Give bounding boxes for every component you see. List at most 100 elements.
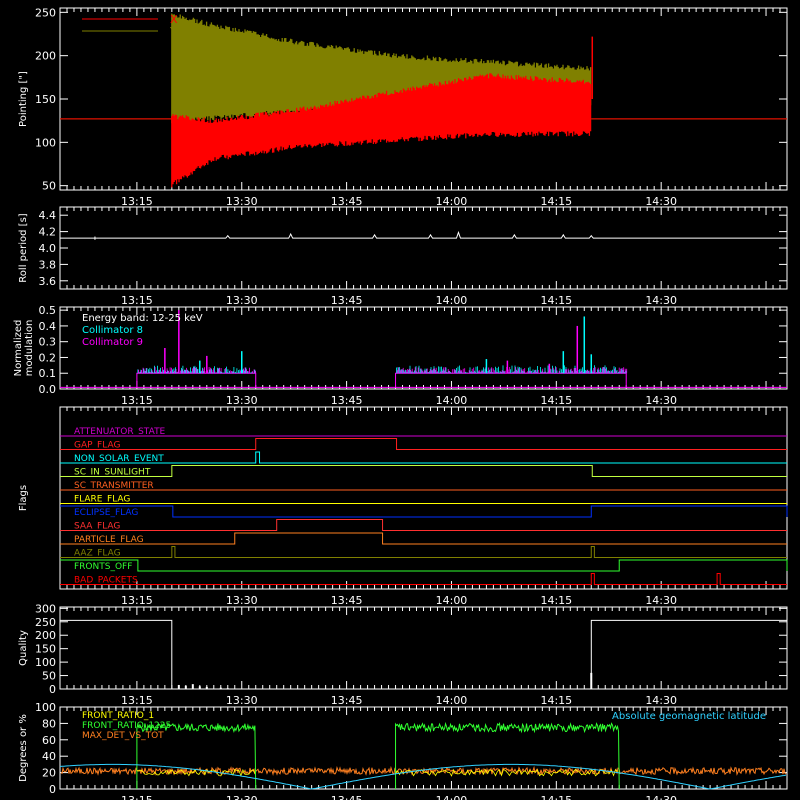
legend-label: FRONT_RATIO_1225 xyxy=(82,721,171,731)
x-tick-label: 14:00 xyxy=(436,394,468,407)
series-front-ratio-1225 xyxy=(136,722,257,790)
x-tick-label: 13:45 xyxy=(331,694,363,707)
flag-label: AAZ_FLAG xyxy=(74,549,121,559)
flag-trace xyxy=(60,505,788,518)
x-tick-label: 14:15 xyxy=(540,294,572,307)
x-tick-label: 13:30 xyxy=(226,794,258,800)
x-tick-label: 13:30 xyxy=(226,195,258,208)
y-tick-label: 0 xyxy=(49,783,56,796)
flag-trace xyxy=(60,519,787,531)
y-tick-label: 3.6 xyxy=(39,275,57,288)
y-tick-label: 50 xyxy=(42,180,56,193)
x-tick-label: 14:00 xyxy=(436,794,468,800)
y-tick-label: 250 xyxy=(35,616,56,629)
panel-flags: 13:15 13:30 13:45 14:00 14:15 14:30 Flags ATTEN… xyxy=(18,406,788,607)
x-tick-label: 14:15 xyxy=(540,794,572,800)
y-tick-label: 0.4 xyxy=(39,320,57,333)
legend-label: Absolute geomagnetic latitude xyxy=(612,711,766,722)
legend-label: MAX_DET_VS_TOT xyxy=(82,731,164,741)
x-tick-label: 14:00 xyxy=(436,594,468,607)
y-tick-label: 0.3 xyxy=(39,336,57,349)
x-tick-label: 13:45 xyxy=(331,794,363,800)
y-tick-label: 3.8 xyxy=(39,258,57,271)
series-collimator-8 xyxy=(137,365,256,374)
y-tick-label: 150 xyxy=(35,93,56,106)
y-tick-label: 0.1 xyxy=(39,367,57,380)
y-tick-label: 300 xyxy=(35,602,56,615)
legend-label: FRONT_RATIO_1 xyxy=(82,711,154,721)
series-geomagnetic-latitude xyxy=(59,763,787,790)
x-tick-label: 14:15 xyxy=(540,394,572,407)
series-X-trace xyxy=(171,73,592,188)
panel-modulation: 13:15 13:30 13:45 14:00 14:15 14:30 0.0 0.1 0.2 0… xyxy=(13,304,788,407)
x-tick-label: 13:30 xyxy=(226,594,258,607)
flag-trace xyxy=(60,559,788,572)
panel-ratios: 13:15 13:30 13:45 14:00 14:15 14:30 0 20 40 60 80 1… xyxy=(18,701,788,800)
x-tick-label: 14:00 xyxy=(436,294,468,307)
flag-label: SC_IN_SUNLIGHT xyxy=(74,468,151,478)
y-tick-label: 200 xyxy=(35,629,56,642)
x-tick-label: 14:30 xyxy=(645,294,677,307)
y-tick-label: 0.2 xyxy=(39,351,57,364)
legend-label: Collimator 9 xyxy=(82,337,143,348)
series-roll-period xyxy=(60,230,787,239)
y-axis-label: modulation xyxy=(24,320,35,377)
y-tick-label: 150 xyxy=(35,643,56,656)
x-tick-label: 13:30 xyxy=(226,694,258,707)
y-tick-label: 0.0 xyxy=(39,383,57,396)
energy-band-label: Energy band: 12-25 keV xyxy=(82,313,203,324)
series-front-ratio-1 xyxy=(136,768,256,777)
flag-trace xyxy=(60,532,787,545)
flag-label: BAD_PACKETS xyxy=(74,576,138,586)
x-tick-label: 13:30 xyxy=(226,394,258,407)
y-tick-label: 4.0 xyxy=(39,242,57,255)
y-axis-label: Quality xyxy=(18,630,29,666)
x-tick-label: 14:00 xyxy=(436,195,468,208)
y-tick-label: 250 xyxy=(35,6,56,19)
x-tick-label: 13:15 xyxy=(121,294,153,307)
flag-label: ECLIPSE_FLAG xyxy=(74,508,138,518)
y-tick-label: 200 xyxy=(35,50,56,63)
x-tick-label: 13:30 xyxy=(226,294,258,307)
legend-label-X: X xyxy=(170,13,178,26)
x-tick-label: 14:30 xyxy=(645,394,677,407)
x-tick-label: 14:15 xyxy=(540,594,572,607)
panel-roll: 13:15 13:30 13:45 14:00 14:15 14:30 3.6 3.8 4.0 4… xyxy=(18,206,788,307)
series-collimator-9 xyxy=(396,367,628,374)
y-tick-label: 4.4 xyxy=(39,209,57,222)
y-tick-label: 60 xyxy=(42,734,56,747)
x-tick-label: 14:30 xyxy=(645,594,677,607)
series-quality xyxy=(60,619,787,690)
flag-trace xyxy=(60,451,787,464)
series-front-ratio-1 xyxy=(395,768,618,777)
flag-trace xyxy=(60,438,787,450)
series-front-ratio-1225 xyxy=(395,721,620,790)
flag-trace xyxy=(60,465,787,477)
x-tick-label: 13:15 xyxy=(121,195,153,208)
y-axis-label: Normalized xyxy=(13,320,24,377)
panel-pointing: 13:15 13:30 13:45 14:00 14:15 14:30 50 100 150 20… xyxy=(18,6,788,208)
y-tick-label: 0 xyxy=(49,683,56,696)
x-tick-label: 13:45 xyxy=(331,195,363,208)
flag-label: NON_SOLAR_EVENT xyxy=(74,454,164,464)
y-tick-label: 100 xyxy=(35,701,56,714)
y-tick-label: 20 xyxy=(42,767,56,780)
series-max-det-vs-tot xyxy=(60,765,787,777)
y-axis-label: Roll period [s] xyxy=(18,213,29,282)
y-axis-label: Flags xyxy=(18,485,29,511)
y-axis-label: Degrees or % xyxy=(18,714,29,782)
y-tick-label: 40 xyxy=(42,750,56,763)
y-tick-label: 4.2 xyxy=(39,226,57,239)
x-tick-label: 14:30 xyxy=(645,195,677,208)
y-tick-label: 0.5 xyxy=(39,304,57,317)
x-tick-label: 13:45 xyxy=(331,594,363,607)
modulation-segment xyxy=(136,372,257,388)
flag-trace xyxy=(60,573,787,585)
x-tick-label: 14:15 xyxy=(540,694,572,707)
legend-label-Y: Y xyxy=(169,25,177,38)
y-tick-label: 100 xyxy=(35,656,56,669)
panel-quality: 13:15 13:30 13:45 14:00 14:15 14:300501001502… xyxy=(18,602,788,707)
legend-label: Collimator 8 xyxy=(82,325,143,336)
x-tick-label: 13:15 xyxy=(121,794,153,800)
